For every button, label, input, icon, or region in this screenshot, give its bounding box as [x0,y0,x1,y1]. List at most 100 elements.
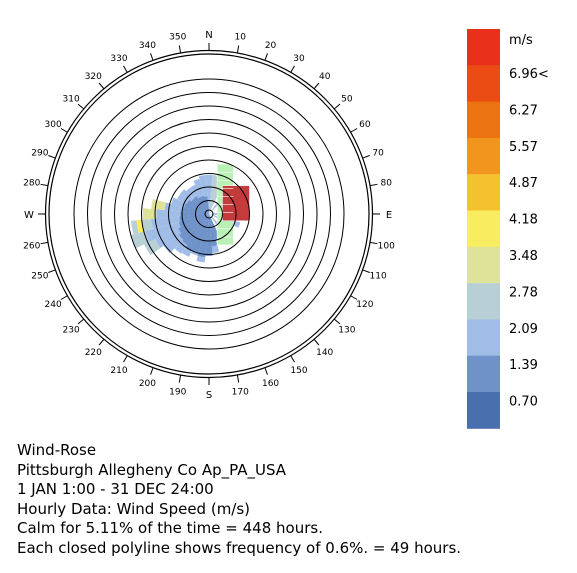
frequency-ring [87,92,331,336]
legend-label: 2.09 [509,322,538,337]
cardinal-label: S [206,390,212,401]
wind-sector [185,214,209,251]
direction-tick [178,374,182,383]
direction-tick-label: 130 [338,326,355,336]
direction-tick-label: 260 [23,241,40,251]
direction-tick [333,318,341,325]
wind-rose-chart: 10 20 30 40 50 60 70 80 100 110 120 130 140 150 160 170… [23,29,549,429]
direction-tick [60,128,68,133]
direction-tick-label: 100 [378,241,395,251]
direction-tick-label: 280 [23,179,40,189]
direction-tick-label: 110 [370,272,387,282]
direction-tick [150,53,154,61]
frequency-ring [73,78,345,350]
frequency-ring [154,159,264,269]
direction-tick [178,45,182,54]
direction-tick-label: 150 [290,366,307,376]
direction-tick-label: 350 [169,33,186,43]
date-range: 1 JAN 1:00 - 31 DEC 24:00 [17,480,214,498]
direction-tick [362,155,370,159]
legend-swatch [467,246,500,284]
direction-tick [369,241,378,245]
direction-tick [264,53,268,61]
wind-sector [201,195,209,214]
direction-tick-label: 80 [381,179,393,189]
wind-sector [197,214,209,258]
legend-unit: m/s [509,33,533,48]
direction-tick-label: 120 [356,300,373,310]
direction-tick-label: 190 [169,387,186,397]
station-name: Pittsburgh Allegheny Co Ap_PA_USA [17,460,287,479]
direction-tick [77,103,85,110]
direction-tick [290,355,295,363]
direction-tick-label: 50 [341,94,353,104]
wind-sector [179,214,209,222]
frequency-ring [141,146,277,282]
legend-label: 4.18 [509,213,538,228]
direction-tick [369,183,378,187]
legend-swatch [467,174,500,211]
direction-tick [123,355,128,363]
direction-tick [77,318,85,325]
legend-label: 3.48 [509,249,538,264]
frequency-ring [168,173,250,255]
wind-sector [209,174,220,214]
data-description: Hourly Data: Wind Speed (m/s) [17,499,251,518]
legend-label: 2.78 [509,285,538,300]
legend-label: 1.39 [509,358,538,373]
direction-tick-label: 60 [359,120,371,130]
outer-ring [48,53,370,375]
direction-tick-label: 10 [235,33,247,43]
direction-tick-label: 310 [63,94,80,104]
direction-spokes [38,43,380,385]
direction-tick [98,338,105,346]
direction-tick [98,82,105,90]
direction-tick [123,65,128,73]
direction-tick [40,241,49,245]
legend-label: 5.57 [509,140,538,155]
legend-swatch [467,29,500,66]
direction-tick-label: 340 [139,41,156,51]
legend-label: 6.27 [509,103,538,118]
direction-tick [313,82,320,90]
direction-tick [60,295,68,300]
direction-tick [362,269,370,273]
direction-tick [350,295,358,300]
frequency-ring [114,119,304,309]
wind-sector [182,214,209,245]
legend-swatch [467,210,500,248]
wind-sector [179,214,209,228]
direction-tick [313,338,320,346]
direction-tick-label: 170 [232,387,249,397]
direction-tick-label: 330 [110,54,127,64]
legend-swatch [467,283,500,320]
legend-swatch [467,319,500,357]
legend-swatch [467,137,500,175]
speed-legend: m/s 6.96< 6.27 5.57 4.87 4.18 3.48 2.78 2.09 1.39… [467,29,549,429]
direction-tick-label: 290 [31,148,48,158]
direction-tick-label: 200 [139,379,156,389]
wind-sector [209,214,218,247]
wind-sector [198,196,209,214]
direction-tick [48,155,56,159]
cardinal-label: E [386,210,392,221]
wind-rose-sectors [130,163,250,263]
cardinal-label: W [24,210,34,221]
direction-tick-label: 240 [45,300,62,310]
wind-sector [193,196,209,214]
wind-sector [191,214,209,254]
chart-title: Wind-Rose [17,441,97,459]
wind-sector [179,214,209,240]
chart-caption: Wind-Rose Pittsburgh Allegheny Co Ap_PA_… [17,441,461,558]
cardinal-label: N [205,30,212,41]
legend-swatch [467,65,500,103]
direction-tick-label: 20 [265,41,277,51]
direction-tick-label: 160 [262,379,279,389]
direction-tick-label: 250 [31,272,48,282]
direction-tick-label: 70 [372,148,384,158]
direction-tick [350,128,358,133]
legend-label: 6.96< [509,67,549,82]
direction-tick-label: 40 [319,72,331,82]
wind-sector [191,198,209,214]
direction-tick-label: 210 [110,366,127,376]
